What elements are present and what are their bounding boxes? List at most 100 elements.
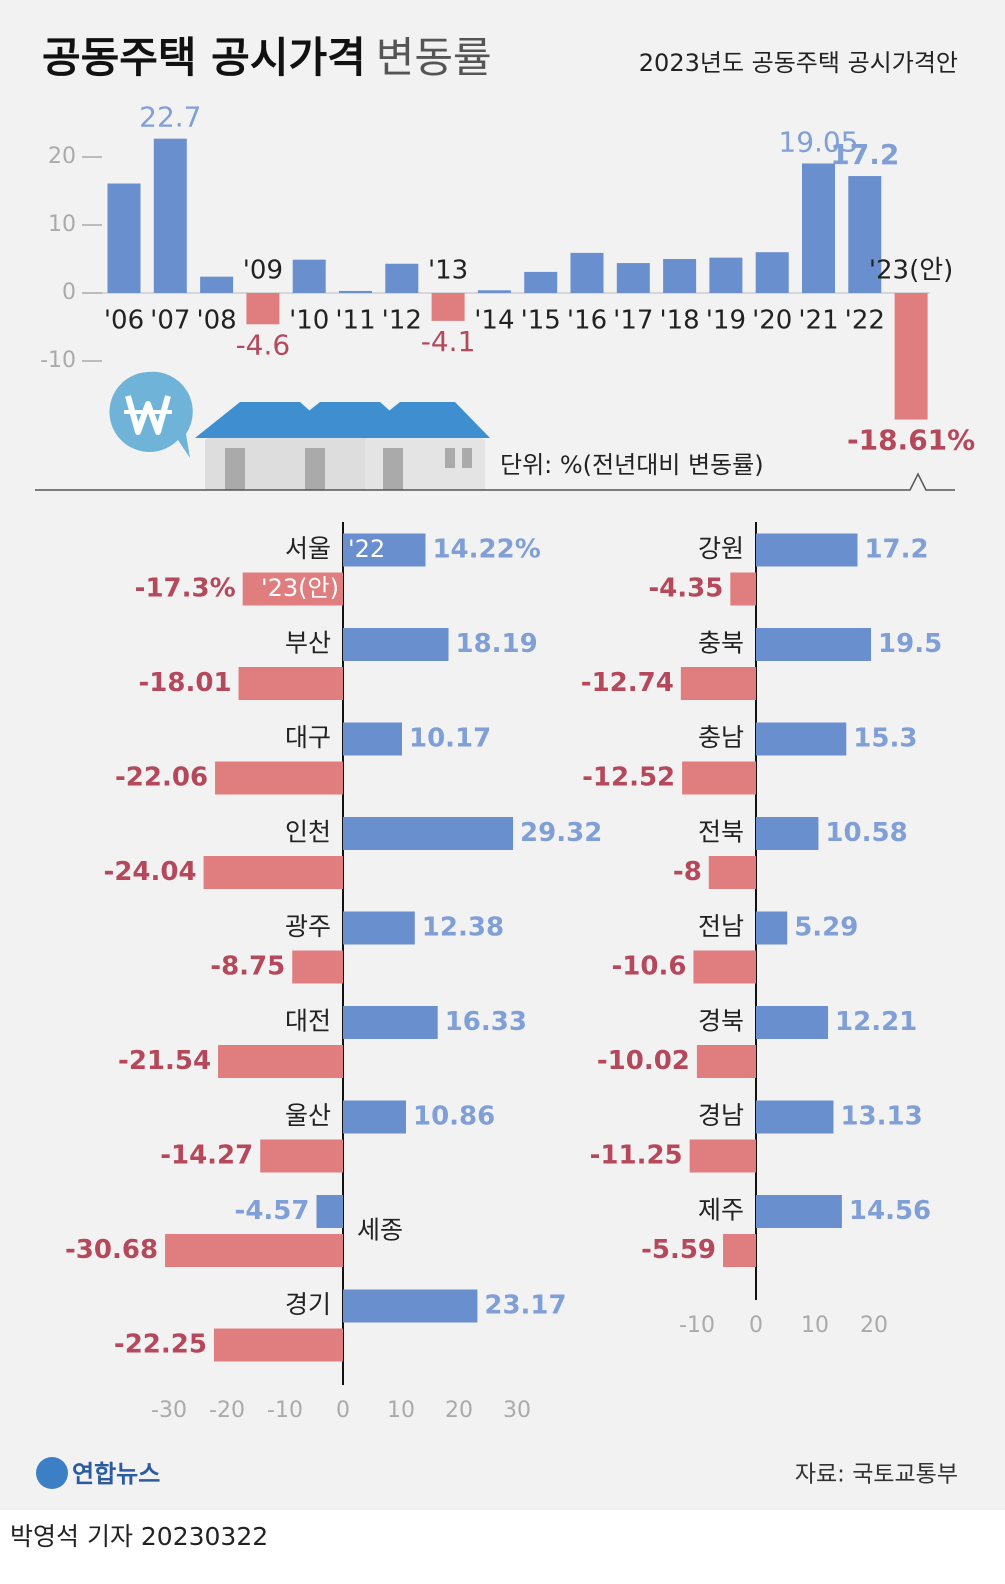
value-label: 17.2 xyxy=(864,535,928,565)
category-label: 충남 xyxy=(698,723,744,752)
x-tick-label: '21 xyxy=(798,306,838,336)
value-label: -18.61% xyxy=(847,424,975,457)
bar xyxy=(723,1234,756,1267)
value-label: 29.32 xyxy=(520,818,602,848)
bar xyxy=(385,263,419,293)
x-tick-label: '19 xyxy=(706,306,746,336)
x-tick-label: 30 xyxy=(503,1398,531,1423)
x-tick-label: '17 xyxy=(613,306,653,336)
value-label: -22.25 xyxy=(114,1330,207,1360)
value-label: 5.29 xyxy=(794,913,858,943)
bar xyxy=(200,276,234,293)
y-tick-label: 20 xyxy=(48,144,76,169)
value-label: -5.59 xyxy=(641,1235,716,1265)
category-label: 광주 xyxy=(285,912,331,941)
x-tick-label: -20 xyxy=(209,1398,245,1423)
category-label: 부산 xyxy=(285,629,331,658)
bar xyxy=(260,1139,343,1173)
bar xyxy=(756,1006,829,1039)
divider xyxy=(35,472,955,491)
x-tick-label: 10 xyxy=(801,1313,829,1338)
value-label: 22.7 xyxy=(139,101,201,134)
bar xyxy=(292,950,343,984)
x-tick-label: '14 xyxy=(474,306,514,336)
value-label: 18.19 xyxy=(456,629,538,659)
value-label: -24.04 xyxy=(104,857,197,887)
x-tick-label: '11 xyxy=(335,306,375,336)
bar xyxy=(343,628,449,661)
bar xyxy=(756,533,858,567)
value-label: -30.68 xyxy=(65,1235,158,1265)
bar xyxy=(343,722,402,756)
y-tick-label: 0 xyxy=(62,280,76,305)
x-tick-label: '23(안) xyxy=(869,256,953,286)
x-tick-label: 20 xyxy=(445,1398,473,1423)
logo-text: 연합뉴스 xyxy=(72,1460,160,1488)
bar xyxy=(343,1006,438,1039)
bar xyxy=(203,856,343,889)
x-tick-label: 0 xyxy=(749,1313,763,1338)
unit-note: 단위: %(전년대비 변동률) xyxy=(500,451,764,479)
category-label: 대구 xyxy=(285,723,331,752)
bar xyxy=(477,290,511,293)
value-label: -4.35 xyxy=(648,574,723,604)
bar xyxy=(663,259,697,293)
bar xyxy=(343,1289,478,1323)
category-label: 서울 xyxy=(285,534,331,563)
value-label: 10.86 xyxy=(413,1102,495,1132)
value-label: -8 xyxy=(673,857,702,887)
bar xyxy=(238,667,343,700)
x-tick-label: 20 xyxy=(860,1313,888,1338)
value-label: -12.52 xyxy=(582,763,675,793)
x-tick-label: '06 xyxy=(104,306,144,336)
category-label: 대전 xyxy=(285,1007,331,1036)
bar xyxy=(802,163,835,293)
value-label: 23.17 xyxy=(484,1291,566,1321)
x-tick-label: 0 xyxy=(336,1398,350,1423)
bar xyxy=(756,817,819,850)
x-tick-label: 10 xyxy=(387,1398,415,1423)
bar xyxy=(524,271,558,293)
value-label: 14.56 xyxy=(849,1196,931,1226)
category-label: 제주 xyxy=(698,1196,744,1225)
value-label: -21.54 xyxy=(118,1046,211,1076)
bar xyxy=(709,257,743,293)
value-label: -4.6 xyxy=(236,328,291,361)
bar xyxy=(755,252,789,293)
houses-icon xyxy=(195,402,490,490)
bar xyxy=(246,293,280,325)
bar xyxy=(894,293,928,420)
title: 공동주택 공시가격 변동률 xyxy=(42,33,492,82)
x-tick-label: -30 xyxy=(151,1398,187,1423)
value-label: 14.22% xyxy=(432,535,540,565)
x-tick-label: '20 xyxy=(752,306,792,336)
value-label: 10.58 xyxy=(825,818,907,848)
bar xyxy=(689,1139,756,1173)
x-tick-label: '07 xyxy=(150,306,190,336)
bar xyxy=(218,1045,343,1078)
bar xyxy=(696,1045,756,1078)
bar xyxy=(343,911,415,945)
bar xyxy=(682,761,756,795)
category-label: 전남 xyxy=(698,912,744,941)
x-tick-label: '22 xyxy=(845,306,885,336)
bar xyxy=(343,533,426,567)
value-label: 12.38 xyxy=(422,913,504,943)
category-label: 경남 xyxy=(698,1101,744,1130)
value-label: -22.06 xyxy=(115,763,208,793)
bar xyxy=(693,950,756,984)
y-tick-label: -10 xyxy=(40,348,76,373)
value-label: -4.57 xyxy=(235,1196,310,1226)
bar xyxy=(431,293,465,321)
value-label: 13.13 xyxy=(840,1102,922,1132)
bar xyxy=(848,176,882,293)
bar xyxy=(570,252,604,293)
bar xyxy=(756,911,788,945)
value-label: 19.5 xyxy=(878,629,942,659)
bar xyxy=(343,1100,406,1134)
bar xyxy=(292,259,326,293)
x-tick-label: '10 xyxy=(289,306,329,336)
value-label: 10.17 xyxy=(409,724,491,754)
bar xyxy=(215,761,343,795)
